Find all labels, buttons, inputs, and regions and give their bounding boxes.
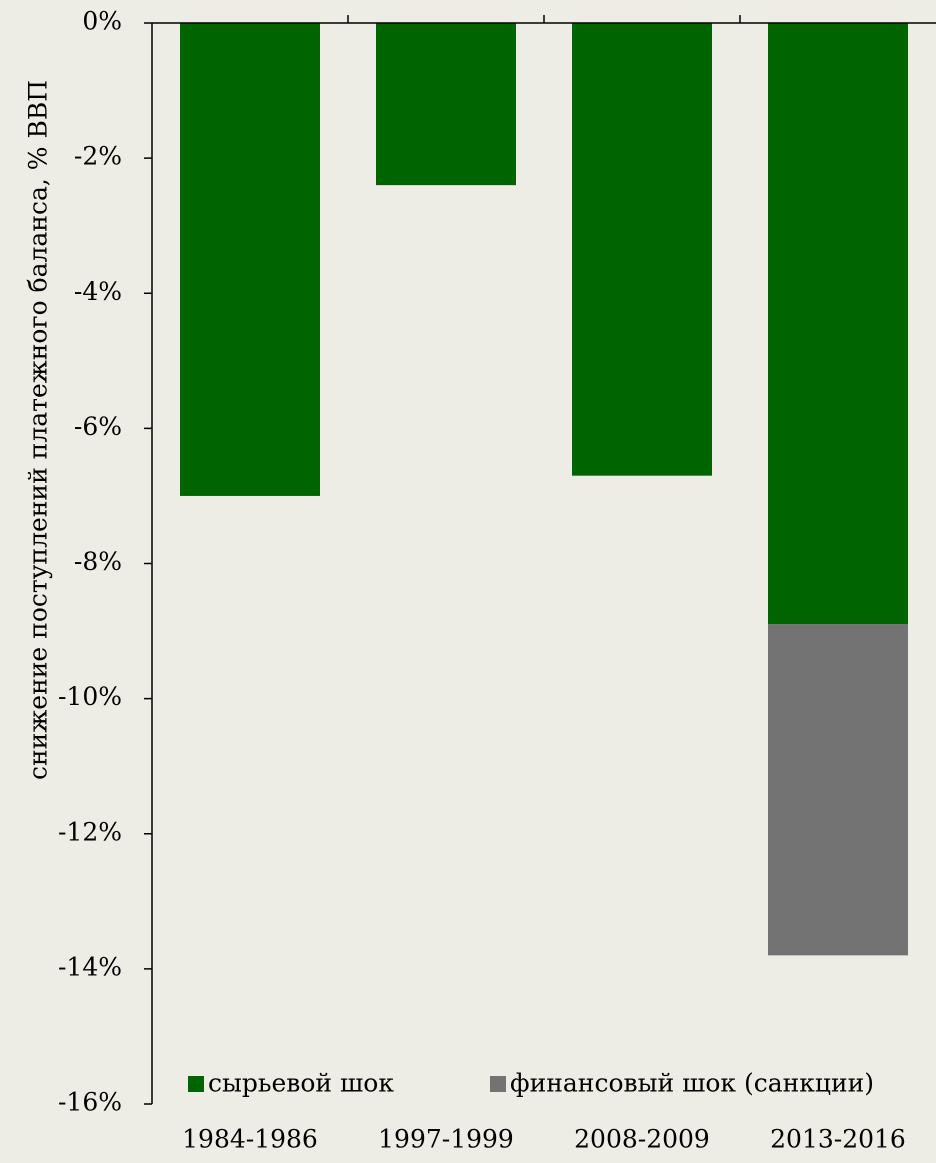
y-tick-label: 0% <box>82 7 122 36</box>
y-axis-label: снижение поступлений платежного баланса,… <box>24 80 53 780</box>
y-tick-label: -10% <box>58 682 122 711</box>
legend-swatch <box>188 1076 204 1092</box>
x-tick-label: 1997-1999 <box>378 1125 514 1154</box>
bar <box>768 23 908 625</box>
y-tick-label: -16% <box>58 1088 122 1117</box>
legend-swatch <box>490 1076 506 1092</box>
y-tick-label: -8% <box>74 547 122 576</box>
legend-label: финансовый шок (санкции) <box>510 1069 874 1098</box>
bar <box>376 23 516 186</box>
x-tick-label: 2008-2009 <box>574 1125 710 1154</box>
y-tick-label: -12% <box>58 817 122 846</box>
y-tick-label: -14% <box>58 952 122 981</box>
y-tick-label: -4% <box>74 277 122 306</box>
bar <box>768 624 908 956</box>
x-tick-label: 2013-2016 <box>770 1125 906 1154</box>
legend-label: сырьевой шок <box>208 1069 394 1098</box>
bar <box>572 23 712 476</box>
bar <box>180 23 320 496</box>
y-tick-label: -6% <box>74 412 122 441</box>
x-tick-label: 1984-1986 <box>182 1125 318 1154</box>
y-tick-label: -2% <box>74 142 122 171</box>
